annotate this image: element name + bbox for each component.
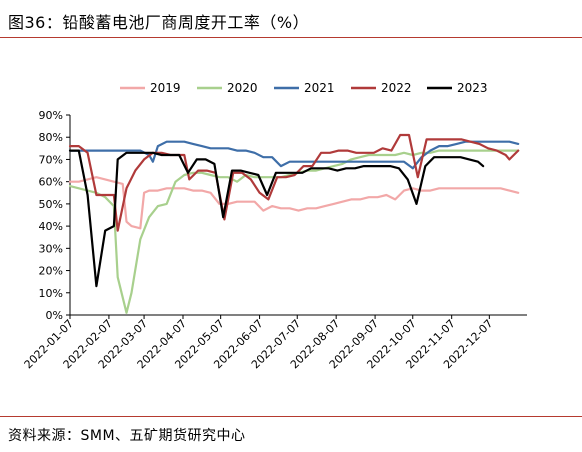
series-line-2020 [68,149,520,314]
y-tick-label: 50% [39,198,63,211]
plot-lines [68,133,520,314]
source-note: 资料来源：SMM、五矿期货研究中心 [8,428,246,444]
series-line-2021 [68,140,520,170]
bottom-rule [0,416,582,417]
legend-label-2023: 2023 [457,81,488,95]
y-axis: 0% 10% 20% 30% 40% 50% 60% 70% 80% 90% [39,109,71,322]
y-tick-label: 0% [46,309,63,322]
x-axis: 2022-01-072022-02-072022-03-072022-04-07… [22,314,527,371]
y-tick-label: 70% [39,153,63,166]
y-tick-label: 80% [39,131,63,144]
top-rule [0,37,582,38]
series-line-2022 [68,133,520,232]
series-line-2019 [68,176,520,230]
legend: 2019 2020 2021 2022 2023 [120,81,488,95]
chart-title: 图36：铅酸蓄电池厂商周度开工率（%） [8,13,310,32]
y-tick-label: 10% [39,287,63,300]
y-tick-label: 40% [39,220,63,233]
y-tick-label: 90% [39,109,63,122]
y-tick-label: 30% [39,242,63,255]
legend-label-2019: 2019 [150,81,181,95]
legend-label-2022: 2022 [381,81,412,95]
legend-label-2020: 2020 [227,81,258,95]
y-tick-label: 20% [39,265,63,278]
legend-label-2021: 2021 [304,81,335,95]
y-tick-label: 60% [39,176,63,189]
series-line-2023 [68,149,485,288]
